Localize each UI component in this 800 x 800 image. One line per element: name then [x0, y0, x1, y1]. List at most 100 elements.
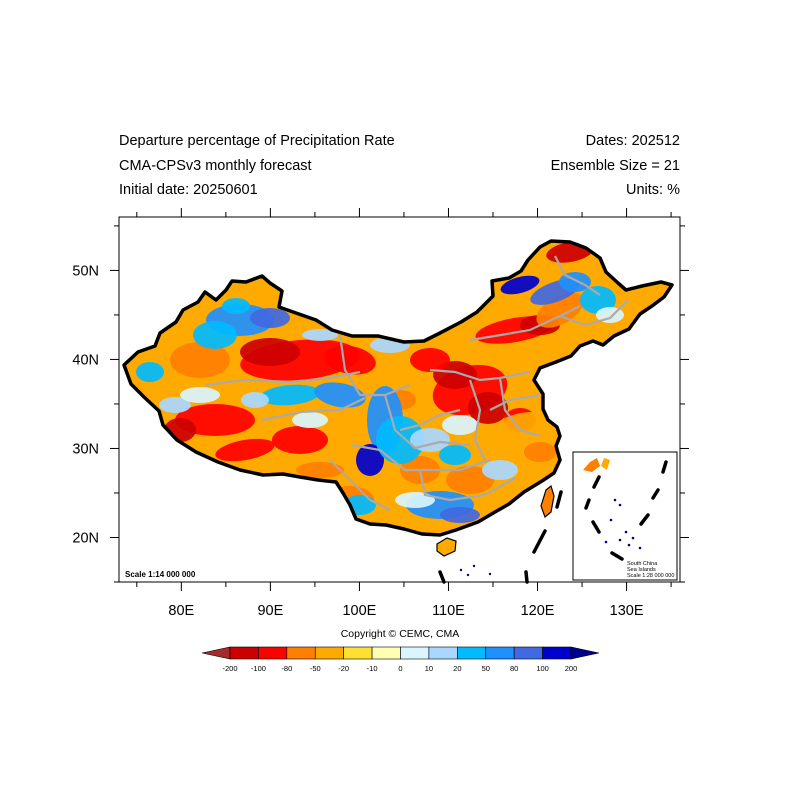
anomaly-region — [272, 426, 328, 454]
lon-tick-label: 80E — [168, 603, 194, 619]
colorbar-label: 0 — [398, 664, 402, 673]
anomaly-region — [215, 438, 275, 462]
anomaly-region — [170, 342, 230, 378]
colorbar-label: 200 — [565, 664, 578, 673]
colorbar-label: 10 — [425, 664, 433, 673]
colorbar: -200 -100 -80 -50 -20 -10 0 10 20 50 80 100 200 — [201, 646, 600, 673]
map-frame-border — [118, 216, 681, 583]
colorbar-box — [485, 646, 515, 660]
anomaly-region — [292, 412, 328, 428]
inset-label-1: South China — [627, 561, 658, 567]
colorbar-label: -100 — [251, 664, 266, 673]
colorbar-box — [457, 646, 487, 660]
anomaly-region — [193, 321, 237, 349]
province-boundary — [554, 255, 601, 296]
lat-tick-label: 50N — [72, 263, 99, 279]
copyright-label: Copyright © CEMC, CMA — [341, 628, 460, 640]
taiwan-island — [540, 484, 555, 519]
anomaly-region — [446, 466, 494, 494]
colorbar-label: -200 — [222, 664, 237, 673]
anomaly-region — [250, 308, 290, 328]
anomaly-region — [500, 275, 540, 295]
inset-taiwan — [601, 458, 610, 470]
inset-label-2: Sea Islands — [627, 567, 656, 573]
colorbar-box — [343, 646, 373, 660]
anomaly-region — [410, 348, 450, 372]
axis-ticks — [110, 208, 689, 591]
lon-tick-label: 90E — [257, 603, 283, 619]
china-border — [122, 239, 674, 537]
inset-dashes — [584, 460, 668, 561]
colorbar-box — [286, 646, 316, 660]
colorbar-box — [229, 646, 259, 660]
lon-tick-label: 100E — [342, 603, 376, 619]
anomaly-region — [314, 382, 366, 408]
province-boundary — [468, 379, 486, 461]
province-boundary — [383, 394, 471, 450]
lon-tick-label: 110E — [432, 603, 465, 619]
anomaly-region — [440, 507, 480, 523]
anomaly-region — [260, 384, 320, 406]
colorbar-box — [371, 646, 401, 660]
colorbar-label: -10 — [367, 664, 378, 673]
lon-tick-label: 130E — [610, 603, 644, 619]
colorbar-box — [542, 646, 572, 660]
lat-tick-label: 30N — [72, 441, 99, 457]
scale-label: Scale 1:14 000 000 — [125, 570, 196, 579]
anomaly-region — [240, 338, 300, 366]
maritime-boundary-dashes — [438, 490, 563, 584]
units-label: Units: % — [626, 182, 680, 198]
province-boundary — [329, 459, 391, 511]
anomaly-region — [324, 345, 376, 375]
inset-label-3: Scale 1:28 000 000 — [627, 573, 674, 579]
anomaly-region — [439, 445, 471, 465]
anomaly-region — [356, 444, 384, 476]
anomaly-region — [442, 415, 478, 435]
colorbar-right-arrow — [570, 646, 600, 660]
colorbar-box — [258, 646, 288, 660]
inset-frame — [572, 451, 678, 581]
province-boundary — [338, 334, 411, 397]
title-line-2: CMA-CPSv3 monthly forecast — [119, 158, 312, 174]
province-boundary — [261, 397, 366, 422]
lon-tick-label: 120E — [521, 603, 555, 619]
province-boundary — [469, 305, 581, 342]
colorbar-box — [400, 646, 430, 660]
colorbar-label: 50 — [482, 664, 490, 673]
anomaly-region — [524, 442, 556, 462]
anomaly-region — [395, 492, 435, 508]
province-boundary — [399, 408, 461, 432]
colorbar-label: 80 — [510, 664, 518, 673]
anomaly-region — [159, 397, 191, 413]
colorbar-label: -50 — [310, 664, 321, 673]
ensemble-size-label: Ensemble Size = 21 — [550, 158, 680, 174]
lat-tick-label: 20N — [72, 530, 99, 546]
colorbar-left-arrow — [201, 646, 231, 660]
inset-coast — [583, 458, 600, 472]
colorbar-label: 20 — [453, 664, 461, 673]
lat-tick-label: 40N — [72, 352, 99, 368]
colorbar-box — [513, 646, 543, 660]
province-boundary — [204, 370, 361, 387]
axis-tick-labels: 80E 90E 100E 110E 120E 130E 20N 30N 40N 50N — [72, 263, 643, 619]
colorbar-box — [428, 646, 458, 660]
province-boundary — [429, 368, 531, 382]
colorbar-box — [314, 646, 344, 660]
anomaly-region — [136, 362, 164, 382]
hainan-island — [436, 537, 457, 557]
anomaly-region — [222, 298, 250, 314]
anomaly-region — [302, 329, 338, 341]
colorbar-label: -80 — [281, 664, 292, 673]
province-boundary — [489, 393, 541, 411]
anomaly-region — [296, 462, 344, 478]
dates-label: Dates: 202512 — [585, 133, 680, 149]
title-line-1: Departure percentage of Precipitation Ra… — [119, 133, 395, 149]
province-boundary — [498, 377, 541, 438]
anomaly-region — [180, 387, 220, 403]
inset-islands — [604, 498, 642, 550]
province-boundary — [418, 469, 516, 502]
colorbar-label: -20 — [338, 664, 349, 673]
anomaly-region — [580, 286, 616, 314]
province-boundary — [559, 299, 629, 327]
